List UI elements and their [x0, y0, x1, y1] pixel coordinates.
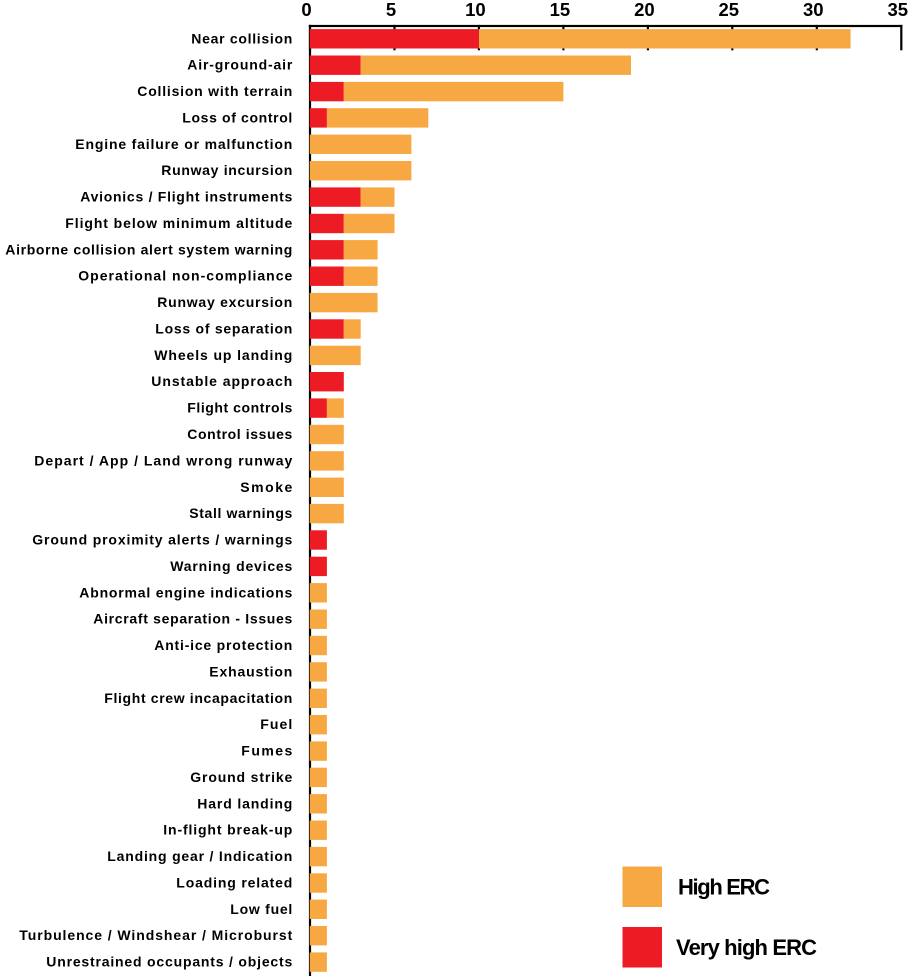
svg-text:Turbulence / Windshear / Micro: Turbulence / Windshear / Microburst	[19, 927, 292, 943]
svg-text:Hard landing: Hard landing	[197, 795, 292, 811]
svg-text:Anti-ice protection: Anti-ice protection	[154, 637, 292, 653]
svg-text:Very high ERC: Very high ERC	[676, 935, 817, 960]
svg-text:Landing gear / Indication: Landing gear / Indication	[107, 848, 292, 864]
svg-text:Avionics / Flight instruments: Avionics / Flight instruments	[80, 189, 292, 205]
svg-text:Smoke: Smoke	[240, 479, 292, 495]
svg-text:25: 25	[719, 0, 740, 20]
svg-text:35: 35	[888, 0, 909, 20]
svg-text:5: 5	[386, 0, 396, 20]
svg-text:Unrestrained occupants / objec: Unrestrained occupants / objects	[46, 954, 292, 970]
svg-text:Exhaustion: Exhaustion	[209, 663, 292, 679]
svg-text:Fumes: Fumes	[241, 743, 292, 759]
svg-text:Loss of separation: Loss of separation	[155, 321, 292, 337]
svg-text:Loss of control: Loss of control	[182, 109, 292, 125]
svg-text:Low fuel: Low fuel	[230, 901, 292, 917]
svg-text:Fuel: Fuel	[260, 716, 292, 732]
svg-text:Collision with terrain: Collision with terrain	[137, 83, 292, 99]
svg-text:Flight below minimum altitude: Flight below minimum altitude	[65, 215, 292, 231]
svg-text:10: 10	[465, 0, 486, 20]
svg-text:0: 0	[301, 0, 311, 20]
svg-text:Runway excursion: Runway excursion	[157, 294, 292, 310]
svg-text:In-flight break-up: In-flight break-up	[163, 822, 292, 838]
svg-text:Abnormal engine indications: Abnormal engine indications	[79, 584, 292, 600]
svg-text:Airborne collision alert syste: Airborne collision alert system warning	[5, 241, 292, 257]
svg-text:15: 15	[550, 0, 571, 20]
svg-text:Runway incursion: Runway incursion	[161, 162, 292, 178]
svg-text:Loading related: Loading related	[176, 875, 292, 891]
svg-text:Flight crew incapacitation: Flight crew incapacitation	[104, 690, 292, 706]
svg-text:Near collision: Near collision	[191, 30, 292, 46]
svg-text:20: 20	[634, 0, 655, 20]
svg-text:Stall warnings: Stall warnings	[189, 505, 292, 521]
svg-text:Flight controls: Flight controls	[187, 400, 292, 416]
svg-text:Operational non-compliance: Operational non-compliance	[78, 268, 292, 284]
svg-text:Ground strike: Ground strike	[190, 769, 292, 785]
svg-text:30: 30	[803, 0, 824, 20]
svg-text:Wheels up landing: Wheels up landing	[154, 347, 292, 363]
svg-text:Warning devices: Warning devices	[170, 558, 292, 574]
svg-text:Aircraft separation - Issues: Aircraft separation - Issues	[93, 611, 292, 627]
svg-text:High ERC: High ERC	[678, 875, 770, 900]
svg-text:Ground proximity alerts / warn: Ground proximity alerts / warnings	[32, 532, 292, 548]
svg-text:Depart / App / Land wrong runw: Depart / App / Land wrong runway	[34, 452, 292, 468]
svg-text:Air-ground-air: Air-ground-air	[187, 57, 293, 73]
svg-text:Control issues: Control issues	[187, 426, 292, 442]
svg-text:Unstable approach: Unstable approach	[151, 373, 292, 389]
svg-text:Engine failure or malfunction: Engine failure or malfunction	[75, 136, 292, 152]
